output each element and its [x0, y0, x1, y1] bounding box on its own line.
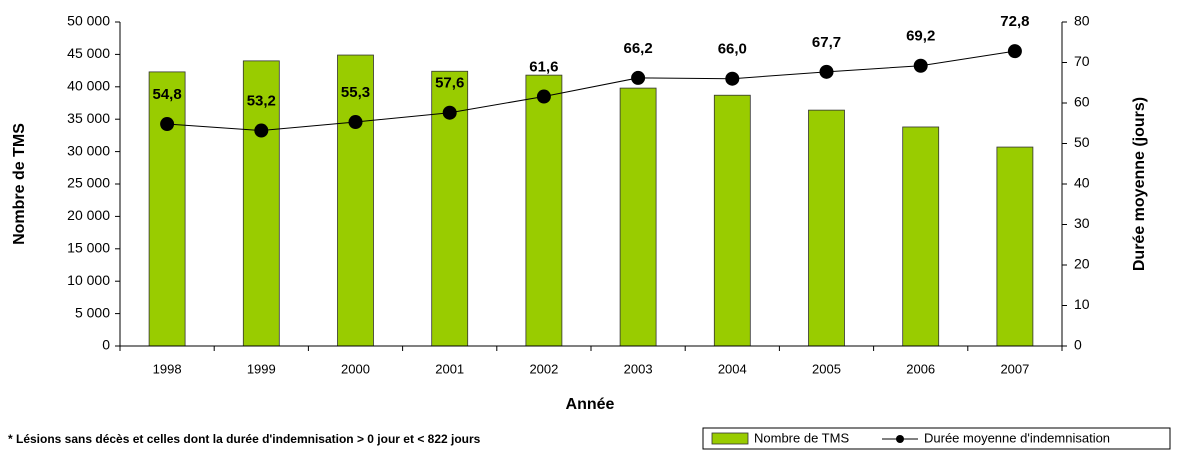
y-tick-label: 25 000 [67, 175, 110, 191]
legend-swatch [711, 432, 749, 445]
y-tick-label: 10 000 [67, 272, 110, 288]
y2-tick-label: 10 [1074, 296, 1090, 312]
x-tick-label: 2001 [435, 361, 464, 376]
y-tick-label: 50 000 [67, 13, 110, 29]
data-label: 55,3 [341, 84, 370, 101]
legend-label: Durée moyenne d'indemnisation [924, 430, 1110, 445]
footnote: * Lésions sans décès et celles dont la d… [8, 432, 481, 446]
y-tick-label: 35 000 [67, 110, 110, 126]
y-tick-label: 15 000 [67, 240, 110, 256]
line [167, 50, 1015, 132]
x-tick-label: 2007 [1000, 361, 1029, 376]
y2-tick-label: 0 [1074, 337, 1082, 353]
point [819, 64, 834, 79]
bar [148, 71, 186, 347]
data-label: 57,6 [435, 75, 464, 92]
bar [242, 60, 280, 347]
bar [808, 109, 845, 347]
point [442, 105, 457, 120]
point [254, 123, 269, 138]
y2-tick-label: 50 [1074, 134, 1090, 150]
x-tick-label: 2004 [718, 361, 747, 376]
legend-label: Nombre de TMS [754, 430, 849, 445]
x-axis-title: Année [566, 396, 615, 413]
y-tick-label: 0 [102, 337, 110, 353]
point [1007, 44, 1022, 59]
x-tick-label: 1999 [247, 361, 276, 376]
y2-tick-label: 20 [1074, 256, 1090, 272]
y-tick-label: 45 000 [67, 45, 110, 61]
data-label: 72,8 [1000, 13, 1029, 30]
y-tick-label: 30 000 [67, 142, 110, 158]
y-tick-label: 40 000 [67, 78, 110, 94]
data-label: 69,2 [906, 28, 935, 45]
y2-tick-label: 60 [1074, 94, 1090, 110]
point [348, 115, 363, 130]
data-label: 53,2 [247, 93, 276, 110]
point [536, 89, 551, 104]
point [631, 70, 646, 85]
y2-tick-label: 80 [1074, 13, 1090, 29]
y2-tick-label: 70 [1074, 53, 1090, 69]
data-label: 66,2 [623, 40, 652, 57]
legend-box [702, 427, 1171, 450]
y2-axis-title: Durée moyenne (jours) [1131, 97, 1148, 271]
data-label: 66,0 [718, 41, 747, 58]
point [160, 117, 175, 132]
point [913, 58, 928, 73]
data-label: 54,8 [152, 86, 181, 103]
point [725, 71, 740, 86]
bar [525, 74, 563, 347]
bar [902, 126, 940, 347]
y2-tick-label: 30 [1074, 215, 1090, 231]
y-axis-title: Nombre de TMS [11, 123, 28, 245]
y-tick-label: 20 000 [67, 207, 110, 223]
data-label: 67,7 [812, 34, 841, 51]
bar [713, 94, 751, 347]
x-tick-label: 2003 [624, 361, 653, 376]
bar [619, 87, 657, 347]
bar [337, 54, 374, 347]
x-tick-label: 2002 [529, 361, 558, 376]
y-tick-label: 5 000 [75, 304, 110, 320]
x-tick-label: 2006 [906, 361, 935, 376]
bar [996, 146, 1034, 347]
x-tick-label: 2005 [812, 361, 841, 376]
y2-tick-label: 40 [1074, 175, 1090, 191]
legend-marker [896, 435, 904, 443]
x-tick-label: 2000 [341, 361, 370, 376]
x-tick-label: 1998 [153, 361, 182, 376]
data-label: 61,6 [529, 58, 558, 75]
